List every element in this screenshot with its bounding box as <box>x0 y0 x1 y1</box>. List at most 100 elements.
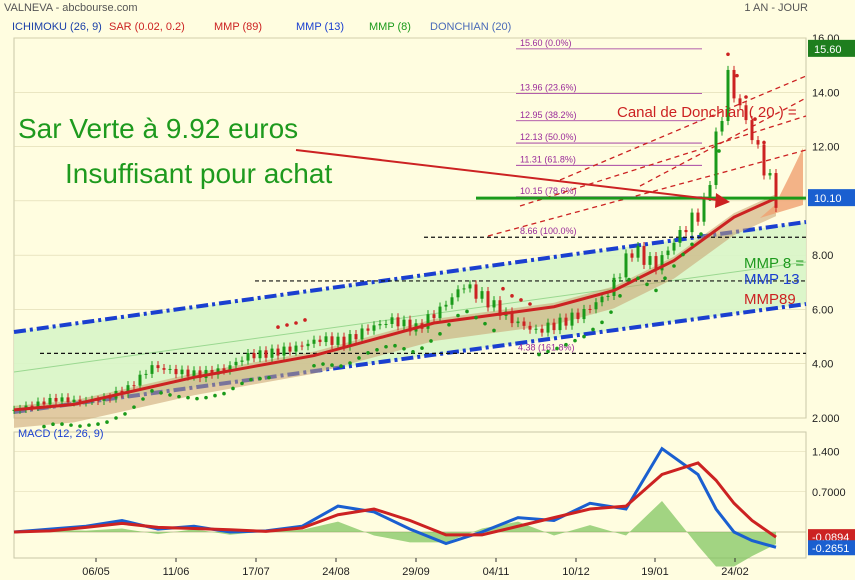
candle-body <box>492 300 496 308</box>
annotation-arrow-line <box>295 149 719 201</box>
sar-dot <box>672 264 676 268</box>
sar-dot <box>429 339 433 343</box>
candle-body <box>270 348 274 358</box>
chart-title: VALNEVA - abcbourse.com <box>4 2 138 14</box>
candle-body <box>720 120 724 132</box>
candle-body <box>126 385 130 394</box>
candle-body <box>108 397 112 399</box>
candle-body <box>450 297 454 305</box>
candle-body <box>486 291 490 308</box>
sar-dot <box>618 294 622 298</box>
candle-body <box>636 246 640 258</box>
candle-body <box>714 131 718 186</box>
sar-dot <box>456 313 460 318</box>
donchian-annotation: Canal de Donchian ( 20 ) = <box>617 104 797 121</box>
candle-body <box>252 353 256 359</box>
sar-dot <box>492 328 496 333</box>
candle-body <box>384 323 388 325</box>
candle-body <box>30 405 34 407</box>
sar-dot <box>699 232 703 236</box>
candle-body <box>546 322 550 333</box>
legend-item: MMP (8) <box>369 21 411 33</box>
sar-dot <box>348 361 352 365</box>
candle-body <box>612 277 616 296</box>
x-tick-label: 11/06 <box>163 566 190 578</box>
donchian-line <box>639 97 807 187</box>
candle-body <box>564 317 568 326</box>
candle-body <box>162 368 166 370</box>
candle-body <box>222 368 226 371</box>
fibonacci-label: 4.38 (161.8%) <box>518 342 575 352</box>
candle-body <box>276 348 280 356</box>
donchian-line <box>519 115 807 207</box>
fibonacci-label: 12.95 (38.2%) <box>520 110 577 120</box>
signal-line <box>13 461 777 539</box>
candle-body <box>378 324 382 326</box>
fibonacci-label: 12.13 (50.0%) <box>520 132 577 142</box>
sar-dot <box>114 416 118 420</box>
sar-dot <box>294 321 298 325</box>
candle-body <box>156 365 160 369</box>
x-tick-label: 29/09 <box>402 566 430 578</box>
candle-body <box>540 328 544 333</box>
sar-dot <box>366 351 370 355</box>
current-level-label: 10.10 <box>814 193 842 205</box>
candle-body <box>558 317 562 331</box>
candle-body <box>606 295 610 297</box>
y-tick-label: 12.00 <box>812 142 840 154</box>
sar-dot <box>231 386 235 391</box>
candle-body <box>774 173 778 208</box>
sar-dot <box>735 73 739 78</box>
candle-body <box>240 360 244 362</box>
sar-dot <box>123 412 127 416</box>
candle-body <box>600 296 604 303</box>
y-tick-label: 8.00 <box>812 250 833 262</box>
sar-dot <box>240 381 244 386</box>
sar-dot <box>654 288 658 293</box>
y-tick-label: 2.000 <box>812 413 840 425</box>
candle-body <box>258 350 262 359</box>
last-price-tag <box>808 39 855 57</box>
fibonacci-label: 13.96 (23.6%) <box>520 82 577 92</box>
fibonacci-label: 8.66 (100.0%) <box>520 226 577 236</box>
candle-body <box>396 317 400 327</box>
candle-body <box>198 370 202 379</box>
candle-body <box>234 361 238 366</box>
fibonacci-label: 11.31 (61.8%) <box>520 154 576 164</box>
candle-body <box>300 345 304 347</box>
candle-body <box>570 312 574 326</box>
candle-body <box>12 409 16 411</box>
sar-dot <box>150 389 154 393</box>
sar-dot <box>303 318 307 322</box>
sar-dot <box>483 321 487 326</box>
ichimoku-cloud <box>14 194 776 428</box>
legend-item: DONCHIAN (20) <box>430 21 512 33</box>
candle-body <box>762 144 766 176</box>
sar-dot <box>690 242 694 247</box>
sar-dot <box>195 396 199 401</box>
sar-dot <box>555 346 559 351</box>
candle-body <box>462 288 466 290</box>
candle-body <box>498 300 502 316</box>
candle-body <box>768 173 772 176</box>
channel-upper-line <box>13 220 807 334</box>
candle-body <box>168 368 172 370</box>
sar-dot <box>321 362 325 366</box>
macd-value-tag <box>808 540 855 556</box>
sar-dot <box>438 332 442 336</box>
candle-body <box>306 343 310 347</box>
sar-dot <box>465 309 469 314</box>
candle-body <box>318 339 322 343</box>
macd-histogram <box>14 500 776 567</box>
candle-body <box>480 291 484 299</box>
sar-dot <box>177 394 181 399</box>
sar-dot <box>222 391 226 396</box>
sar-dot <box>753 117 757 121</box>
candle-body <box>360 328 364 340</box>
candle-body <box>264 350 268 358</box>
sar-dot <box>105 420 109 424</box>
sar-dot <box>573 338 577 343</box>
x-tick-label: 19/01 <box>641 566 669 578</box>
